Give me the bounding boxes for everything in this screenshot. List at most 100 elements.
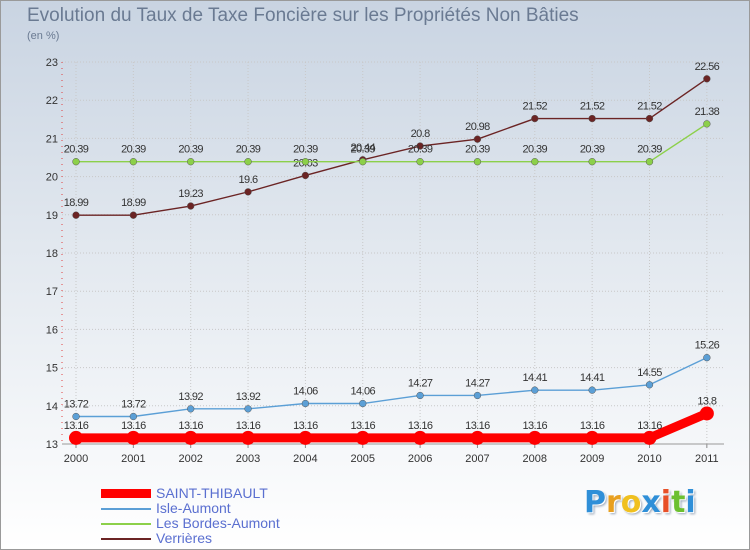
data-point bbox=[473, 158, 482, 166]
data-point bbox=[129, 211, 138, 219]
legend-label: Verrières bbox=[156, 530, 213, 546]
data-point bbox=[69, 430, 83, 445]
data-label: 20.44 bbox=[350, 142, 375, 154]
y-tick-label: 19 bbox=[46, 210, 58, 222]
logo-letter: t bbox=[671, 485, 686, 520]
data-label: 20.39 bbox=[637, 144, 662, 156]
data-label: 13.16 bbox=[580, 420, 605, 432]
data-point bbox=[72, 412, 80, 421]
y-tick-label: 20 bbox=[46, 172, 58, 184]
data-point bbox=[244, 158, 252, 166]
data-label: 13.16 bbox=[293, 420, 318, 432]
data-label: 13.16 bbox=[637, 420, 662, 432]
data-point bbox=[72, 158, 80, 166]
data-point bbox=[72, 211, 80, 219]
logo-letter: i bbox=[660, 485, 672, 520]
data-label: 13.92 bbox=[236, 391, 261, 403]
data-label: 15.26 bbox=[695, 340, 720, 352]
data-point bbox=[301, 171, 310, 180]
data-point bbox=[183, 430, 198, 445]
data-label: 18.99 bbox=[64, 197, 89, 209]
data-point bbox=[129, 412, 138, 421]
data-label: 20.39 bbox=[121, 144, 146, 156]
data-label: 13.16 bbox=[121, 420, 146, 432]
data-point bbox=[355, 430, 370, 445]
y-tick-label: 15 bbox=[46, 363, 58, 375]
data-label: 19.23 bbox=[178, 188, 203, 200]
data-label: 20.39 bbox=[236, 144, 261, 156]
data-point bbox=[187, 405, 195, 413]
x-tick-label: 2003 bbox=[236, 453, 260, 465]
data-point bbox=[359, 399, 367, 408]
x-tick-label: 2000 bbox=[64, 453, 88, 465]
data-point bbox=[588, 114, 596, 123]
x-tick-label: 2008 bbox=[523, 453, 547, 465]
data-label: 13.16 bbox=[178, 420, 203, 432]
data-label: 20.39 bbox=[523, 144, 548, 156]
data-label: 14.41 bbox=[523, 372, 548, 384]
data-point bbox=[241, 430, 256, 445]
data-point bbox=[531, 114, 539, 123]
data-point bbox=[416, 142, 424, 150]
data-point bbox=[473, 135, 482, 143]
data-point bbox=[703, 354, 711, 362]
data-label: 21.52 bbox=[523, 101, 548, 113]
data-point bbox=[129, 158, 138, 166]
data-point bbox=[703, 120, 711, 128]
data-label: 20.39 bbox=[293, 144, 318, 156]
legend-label: Isle-Aumont bbox=[156, 500, 231, 516]
chart-title: Evolution du Taux de Taxe Foncière sur l… bbox=[27, 5, 579, 26]
data-label: 14.27 bbox=[465, 377, 490, 389]
data-label: 13.16 bbox=[236, 420, 261, 432]
data-label: 20.39 bbox=[350, 144, 375, 156]
data-label: 20.39 bbox=[465, 144, 490, 156]
unit-label: (en %) bbox=[27, 30, 60, 42]
data-label: 14.06 bbox=[293, 386, 318, 398]
data-point bbox=[126, 430, 141, 445]
data-point bbox=[416, 391, 424, 400]
data-point bbox=[470, 430, 485, 445]
logo-letter: i bbox=[685, 485, 696, 520]
data-point bbox=[585, 430, 600, 445]
data-label: 13.16 bbox=[523, 420, 548, 432]
y-tick-label: 13 bbox=[46, 439, 58, 451]
legend-label: Les Bordes-Aumont bbox=[156, 515, 280, 531]
series-line bbox=[71, 408, 712, 443]
y-tick-label: 16 bbox=[46, 324, 58, 336]
data-point bbox=[298, 430, 313, 445]
data-point bbox=[244, 188, 252, 196]
data-label: 14.55 bbox=[637, 367, 662, 379]
data-label: 14.06 bbox=[350, 386, 375, 398]
data-point bbox=[531, 386, 539, 394]
data-point bbox=[301, 158, 310, 166]
data-point bbox=[645, 381, 654, 389]
y-tick-label: 14 bbox=[46, 401, 58, 413]
data-point bbox=[301, 399, 310, 408]
data-point bbox=[187, 202, 195, 210]
data-label: 18.99 bbox=[121, 197, 146, 209]
data-point bbox=[703, 75, 711, 83]
x-tick-label: 2002 bbox=[178, 453, 202, 465]
x-tick-label: 2001 bbox=[121, 453, 145, 465]
data-point bbox=[645, 114, 654, 123]
data-label: 20.39 bbox=[64, 144, 89, 156]
data-label: 20.98 bbox=[465, 121, 490, 133]
data-label: 13.16 bbox=[64, 420, 89, 432]
data-point bbox=[413, 430, 428, 445]
series-line bbox=[75, 356, 708, 418]
data-label: 21.52 bbox=[580, 101, 605, 113]
data-label: 20.39 bbox=[408, 144, 433, 156]
data-label: 21.52 bbox=[637, 101, 662, 113]
data-point bbox=[187, 158, 195, 166]
data-label: 13.16 bbox=[350, 420, 375, 432]
data-label: 13.72 bbox=[121, 398, 146, 410]
logo-letter: r bbox=[606, 485, 621, 520]
data-point bbox=[244, 405, 252, 413]
y-tick-label: 23 bbox=[46, 57, 58, 69]
data-label: 19.6 bbox=[239, 174, 258, 186]
data-label: 20.39 bbox=[580, 144, 605, 156]
data-label: 13.16 bbox=[408, 420, 433, 432]
logo-letter: P bbox=[584, 485, 606, 520]
legend-swatch bbox=[101, 523, 151, 525]
